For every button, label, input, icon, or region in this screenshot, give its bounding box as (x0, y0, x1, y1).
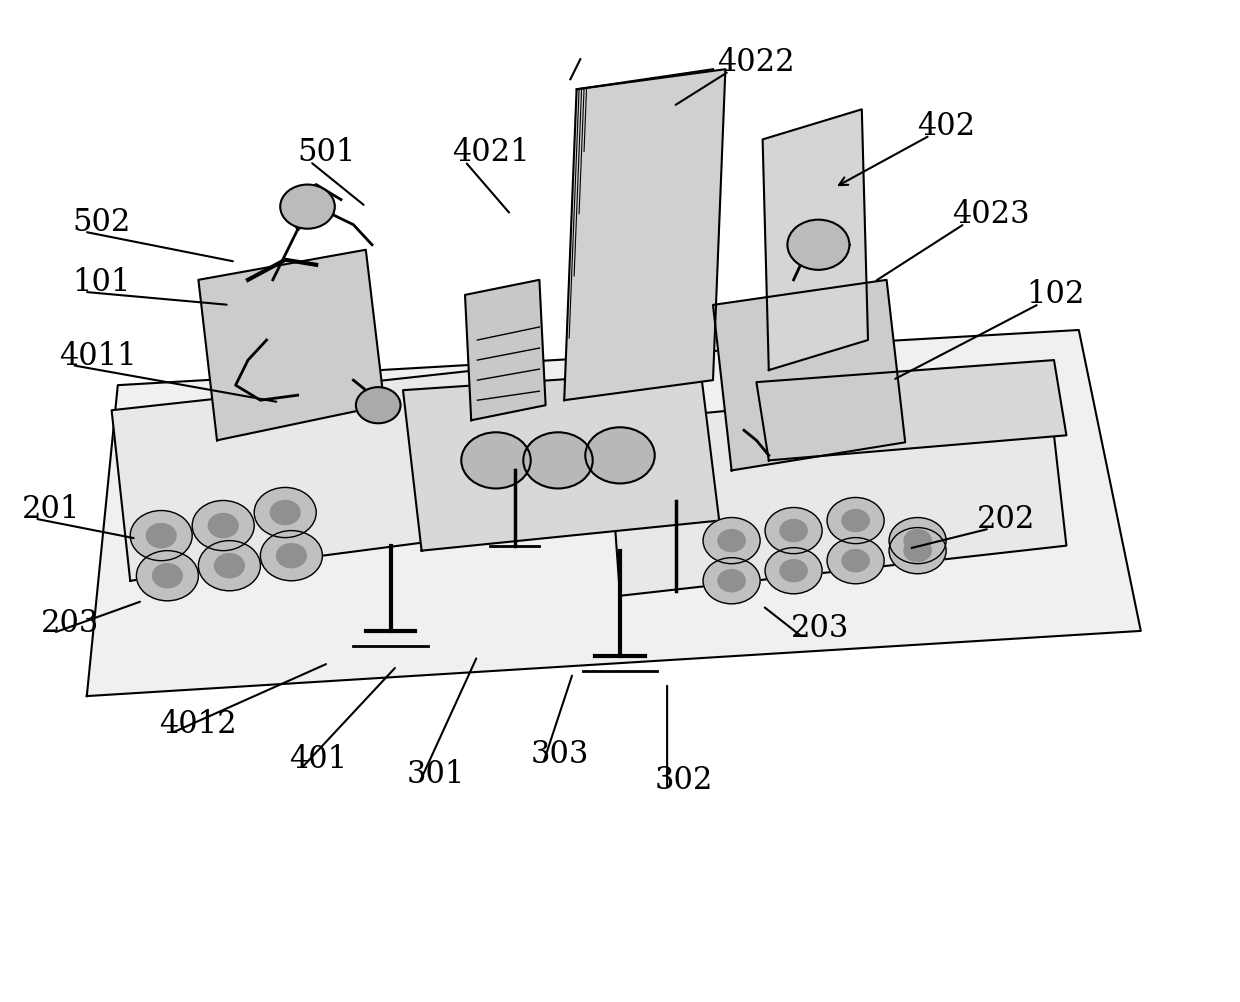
Text: 203: 203 (791, 613, 849, 643)
Circle shape (842, 550, 869, 572)
Circle shape (192, 501, 254, 551)
Polygon shape (198, 250, 384, 441)
Text: 301: 301 (407, 759, 465, 789)
Circle shape (765, 508, 822, 554)
Text: 4012: 4012 (159, 708, 237, 738)
Text: 102: 102 (1027, 280, 1085, 310)
Circle shape (827, 538, 884, 584)
Polygon shape (756, 361, 1066, 461)
Circle shape (136, 551, 198, 601)
Circle shape (356, 388, 401, 424)
Text: 502: 502 (72, 207, 130, 237)
Text: 202: 202 (977, 504, 1035, 534)
Circle shape (208, 514, 238, 538)
Circle shape (153, 564, 182, 588)
Polygon shape (564, 70, 725, 401)
Circle shape (703, 558, 760, 604)
Polygon shape (713, 281, 905, 471)
Polygon shape (608, 381, 1066, 596)
Circle shape (718, 570, 745, 592)
Circle shape (215, 554, 244, 578)
Polygon shape (763, 110, 868, 371)
Polygon shape (87, 331, 1141, 696)
Circle shape (889, 528, 946, 574)
Circle shape (130, 511, 192, 561)
Circle shape (904, 540, 931, 562)
Text: 402: 402 (918, 111, 976, 141)
Circle shape (904, 530, 931, 552)
Circle shape (718, 530, 745, 552)
Text: 4021: 4021 (453, 137, 531, 167)
Circle shape (585, 428, 655, 484)
Text: 303: 303 (531, 738, 589, 769)
Circle shape (198, 541, 260, 591)
Text: 201: 201 (22, 494, 81, 524)
Circle shape (277, 544, 306, 568)
Text: 501: 501 (298, 137, 356, 167)
Circle shape (280, 185, 335, 229)
Circle shape (703, 518, 760, 564)
Text: 4023: 4023 (952, 199, 1030, 229)
Circle shape (827, 498, 884, 544)
Text: 203: 203 (41, 608, 99, 638)
Polygon shape (403, 371, 719, 551)
Circle shape (765, 548, 822, 594)
Circle shape (780, 520, 807, 542)
Circle shape (461, 433, 531, 489)
Text: 4022: 4022 (717, 47, 795, 77)
Text: 302: 302 (655, 765, 713, 795)
Circle shape (146, 524, 176, 548)
Text: 4011: 4011 (60, 341, 138, 371)
Text: 401: 401 (289, 743, 347, 774)
Polygon shape (465, 281, 546, 421)
Polygon shape (112, 371, 515, 581)
Circle shape (260, 531, 322, 581)
Circle shape (254, 488, 316, 538)
Circle shape (787, 220, 849, 271)
Circle shape (889, 518, 946, 564)
Text: 101: 101 (72, 268, 130, 298)
Circle shape (842, 510, 869, 532)
Circle shape (780, 560, 807, 582)
Circle shape (270, 501, 300, 525)
Circle shape (523, 433, 593, 489)
